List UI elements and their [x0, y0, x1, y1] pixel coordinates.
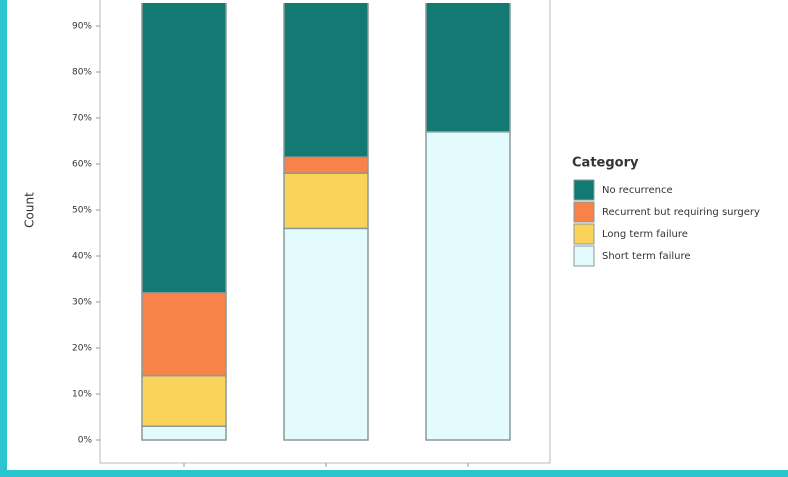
y-tick-label: 40%: [72, 252, 92, 262]
y-tick-label: 90%: [72, 22, 92, 32]
y-tick-label: 60%: [72, 160, 92, 170]
y-axis-label: Count: [23, 192, 37, 228]
bar-segment: [141, 3, 227, 294]
legend-swatch: [573, 201, 595, 223]
y-tick-label: 20%: [72, 344, 92, 354]
legend-swatch: [573, 179, 595, 201]
bar-segment: [283, 3, 369, 158]
y-tick-label: 50%: [72, 206, 92, 216]
legend-label: Long term failure: [602, 229, 688, 240]
y-tick-label: 30%: [72, 298, 92, 308]
legend-title: Category: [572, 156, 639, 171]
y-tick-label: 0%: [78, 436, 93, 446]
plot-frame: [99, 0, 551, 464]
bar-segment: [141, 425, 227, 441]
bar-segment: [283, 227, 369, 441]
legend-label: No recurrence: [602, 185, 673, 196]
legend-swatch: [573, 223, 595, 245]
y-tick-label: 80%: [72, 68, 92, 78]
bar-segment: [141, 292, 227, 377]
bar-segment: [283, 172, 369, 230]
legend-label: Recurrent but requiring surgery: [602, 207, 760, 218]
legend-swatch: [573, 245, 595, 267]
bar-segment: [425, 131, 511, 441]
bar-segment: [141, 374, 227, 427]
y-tick-label: 10%: [72, 390, 92, 400]
y-tick-label: 70%: [72, 114, 92, 124]
legend-label: Short term failure: [602, 251, 691, 262]
bar-segment: [283, 156, 369, 174]
background: [7, 0, 788, 470]
bar-segment: [425, 3, 511, 133]
